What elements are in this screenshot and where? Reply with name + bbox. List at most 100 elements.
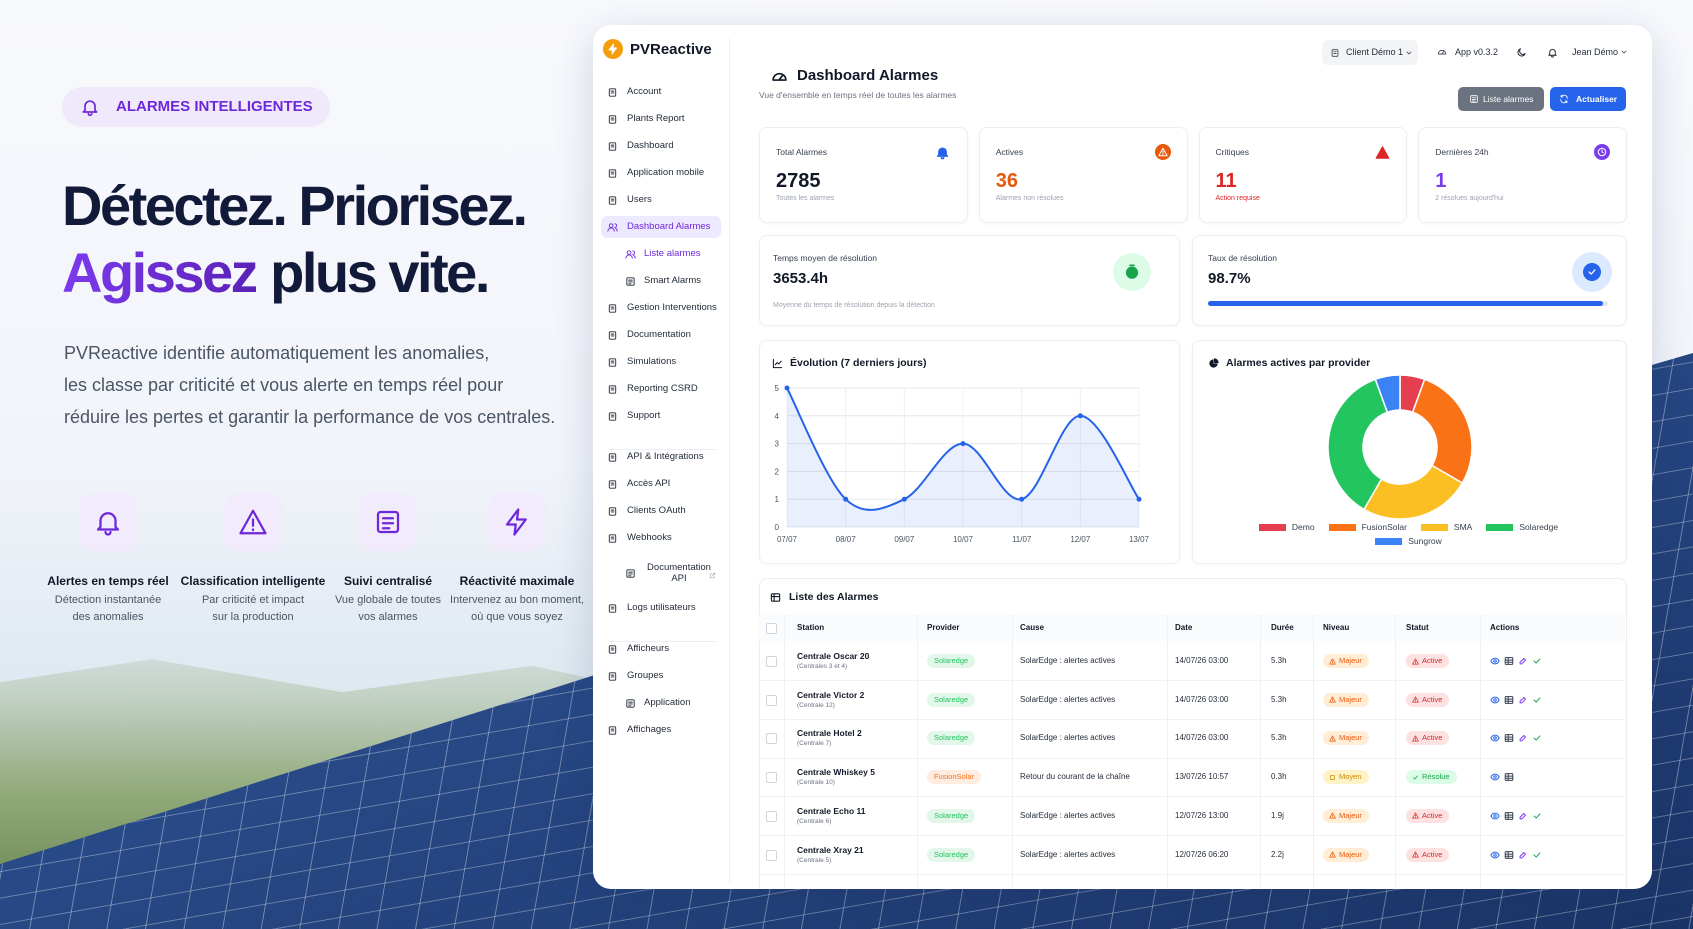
action-eye[interactable]: [1490, 811, 1500, 821]
action-grid[interactable]: [1504, 656, 1514, 666]
action-eye[interactable]: [1490, 733, 1500, 743]
action-check[interactable]: [1532, 656, 1542, 666]
feature-text: Intervenez au bon moment,: [450, 594, 584, 606]
action-eye[interactable]: [1490, 695, 1500, 705]
nav-item[interactable]: Support: [627, 410, 661, 421]
legend-item[interactable]: Solaredge: [1486, 522, 1558, 532]
nav-item[interactable]: Clients OAuth: [627, 505, 686, 516]
icon-part: [625, 276, 635, 286]
action-grid[interactable]: [1504, 733, 1514, 743]
checkbox[interactable]: [766, 694, 777, 706]
checkbox[interactable]: [766, 849, 777, 861]
nav-icon: [608, 195, 616, 205]
action-eye[interactable]: [1490, 772, 1500, 782]
nav-item[interactable]: Accès API: [627, 478, 671, 489]
notifications[interactable]: [1547, 47, 1558, 58]
nav-item[interactable]: Afficheurs: [627, 643, 670, 654]
chevron: [1621, 50, 1627, 54]
icon-part: [1490, 851, 1500, 858]
action-tool[interactable]: [1518, 733, 1528, 743]
nav-item[interactable]: Simulations: [627, 356, 677, 367]
action-grid[interactable]: [1504, 850, 1514, 860]
description-line: les classe par criticité et vous alerte …: [64, 375, 504, 395]
action-tool[interactable]: [1518, 811, 1528, 821]
action-grid[interactable]: [1504, 811, 1514, 821]
action-check[interactable]: [1532, 733, 1542, 743]
client-select[interactable]: Client Démo 1: [1322, 40, 1418, 65]
badge: FusionSolar: [927, 770, 982, 785]
action-check[interactable]: [1532, 695, 1542, 705]
nav-item[interactable]: Reporting CSRD: [627, 383, 698, 394]
nav-item[interactable]: Documentation API: [647, 562, 711, 584]
button-label: Liste alarmes: [1483, 94, 1534, 104]
icon-part: [1406, 51, 1412, 54]
action-grid[interactable]: [1504, 772, 1514, 782]
action-tool[interactable]: [1518, 656, 1528, 666]
headline-accent: Agissez: [62, 241, 259, 304]
nav-item[interactable]: Dashboard Alarmes: [627, 221, 711, 232]
icon-part: [505, 508, 527, 536]
page-subtitle: Vue d'ensemble en temps réel de toutes l…: [759, 90, 957, 100]
stat-card: Actives 36 Alarmes non résolues: [978, 127, 1188, 223]
nav-item[interactable]: Users: [627, 194, 652, 205]
icon-part: [610, 536, 614, 539]
checkbox[interactable]: [766, 623, 777, 634]
feature-icon: [239, 509, 267, 535]
button[interactable]: Liste alarmes: [1458, 87, 1544, 111]
action-eye[interactable]: [1490, 850, 1500, 860]
stat-icon: [1154, 144, 1171, 160]
nav-item[interactable]: Groupes: [627, 670, 664, 681]
action-tool[interactable]: [1518, 850, 1528, 860]
nav-item[interactable]: Application: [644, 697, 691, 708]
nav-item[interactable]: Account: [627, 86, 662, 97]
nav-item[interactable]: Logs utilisateurs: [627, 602, 696, 613]
icon-part: [1490, 696, 1500, 704]
sidebar-divider: [729, 38, 730, 883]
icon-part: [610, 360, 614, 363]
icon-part: [610, 482, 614, 485]
nav-item[interactable]: Smart Alarms: [644, 275, 702, 286]
legend-swatch: [1486, 523, 1514, 531]
legend-item[interactable]: Demo: [1258, 522, 1315, 532]
nav-item[interactable]: Liste alarmes: [644, 248, 701, 259]
nav-item[interactable]: API & Intégrations: [627, 451, 704, 462]
column-separator: [1395, 615, 1396, 889]
checkbox[interactable]: [766, 733, 777, 745]
checkbox[interactable]: [766, 772, 777, 784]
badge: Majeur: [1323, 692, 1369, 707]
theme-toggle[interactable]: [1516, 47, 1527, 58]
action-eye[interactable]: [1490, 656, 1500, 666]
stat-note: Action requise: [1215, 195, 1260, 202]
nav-item[interactable]: Webhooks: [627, 532, 672, 543]
action-tool[interactable]: [1518, 695, 1528, 705]
nav-separator: [607, 641, 717, 642]
button[interactable]: Actualiser: [1550, 87, 1626, 111]
action-grid[interactable]: [1504, 695, 1514, 705]
icon-part: [770, 592, 780, 602]
nav-item[interactable]: Plants Report: [627, 113, 685, 124]
nav-item[interactable]: Documentation: [627, 329, 691, 340]
stat-card: Critiques 11 Action requise: [1198, 127, 1408, 223]
line-area: [787, 388, 1139, 527]
stat-note: 2 résolues aujourd'hui: [1435, 195, 1504, 202]
action-check[interactable]: [1532, 811, 1542, 821]
feature-icon-box: [359, 493, 417, 551]
nav-item[interactable]: Gestion Interventions: [627, 302, 717, 313]
badge-icon: [1411, 657, 1419, 665]
nav-item[interactable]: Dashboard: [627, 140, 674, 151]
icon-part: [610, 90, 614, 93]
legend-item[interactable]: SMA: [1420, 522, 1472, 532]
legend-item[interactable]: Sungrow: [1375, 536, 1442, 546]
feature-icon-box: [79, 493, 137, 551]
icon-part: [606, 222, 618, 232]
nav-icon: [606, 222, 618, 232]
legend-item[interactable]: FusionSolar: [1328, 522, 1407, 532]
action-check[interactable]: [1532, 850, 1542, 860]
y-tick-label: 1: [775, 495, 780, 504]
stat-note: Alarmes non résolues: [995, 195, 1064, 202]
checkbox[interactable]: [766, 810, 777, 822]
user-name[interactable]: Jean Démo: [1572, 47, 1619, 57]
nav-item[interactable]: Application mobile: [627, 167, 705, 178]
checkbox[interactable]: [766, 656, 777, 667]
nav-item[interactable]: Affichages: [627, 724, 672, 735]
